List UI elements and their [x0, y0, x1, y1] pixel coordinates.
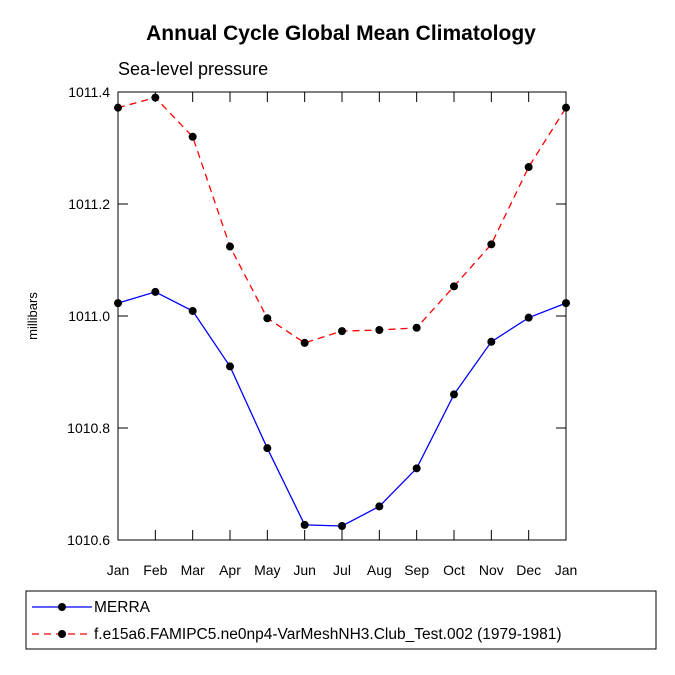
series-1-point — [375, 502, 384, 511]
series-2-point — [524, 163, 533, 172]
y-axis-label: millibars — [25, 292, 40, 340]
series-1-point — [487, 337, 496, 346]
series-1-point — [524, 313, 533, 322]
chart-title: Annual Cycle Global Mean Climatology — [146, 22, 536, 45]
series-1-point — [263, 444, 272, 453]
x-tick-label: Nov — [479, 562, 504, 578]
x-tick-label: Jan — [555, 562, 578, 578]
series-2-point — [562, 103, 570, 112]
legend-marker-2 — [58, 630, 66, 638]
x-tick-label: Feb — [143, 562, 167, 578]
series-1-point — [114, 299, 122, 308]
legend-label-2: f.e15a6.FAMIPC5.ne0np4-VarMeshNH3.Club_T… — [94, 626, 562, 643]
x-tick-label: Jun — [293, 562, 316, 578]
series-1-point — [338, 522, 346, 530]
series-2-point — [487, 240, 496, 249]
series-1-point — [412, 464, 421, 473]
legend: MERRA f.e15a6.FAMIPC5.ne0np4-VarMeshNH3.C… — [32, 599, 562, 643]
y-tick-label: 1010.6 — [67, 532, 110, 548]
series-line-1 — [117, 291, 567, 527]
x-tick-label: May — [254, 562, 280, 578]
series-1-point — [300, 520, 309, 529]
x-tick-label: Apr — [219, 562, 241, 578]
legend-label-1: MERRA — [94, 599, 151, 616]
x-tick-label: Jul — [333, 562, 351, 578]
legend-box — [25, 590, 657, 650]
y-tick-label: 1010.8 — [67, 420, 110, 436]
x-tick-label: Aug — [367, 562, 392, 578]
x-axis-ticks: Jan Feb Mar Apr May Jun Jul Aug Sep Oct Nov Dec Jan — [107, 92, 578, 578]
series-2-point — [226, 242, 234, 251]
chart-subtitle: Sea-level pressure — [118, 59, 268, 79]
series-2-point — [188, 132, 197, 141]
series-2-point — [375, 326, 384, 334]
series-2-point — [151, 93, 160, 102]
series-1-point — [151, 287, 160, 296]
legend-marker-1 — [58, 603, 66, 611]
x-tick-label: Jan — [107, 562, 130, 578]
series-line-2 — [117, 96, 567, 344]
series-2-point — [338, 327, 346, 336]
series-1-point — [188, 306, 197, 315]
x-tick-label: Sep — [404, 562, 429, 578]
series-2-point — [263, 314, 272, 323]
y-tick-label: 1011.4 — [68, 84, 110, 100]
series-2-point — [412, 323, 421, 332]
series-1-point — [562, 299, 570, 308]
series-layer — [114, 93, 570, 530]
y-tick-label: 1011.2 — [68, 196, 110, 212]
x-tick-label: Oct — [443, 562, 465, 578]
y-axis-ticks: 1010.6 1010.8 1011.0 1011.2 1011.4 — [67, 84, 566, 548]
series-2-point — [300, 338, 309, 347]
series-1-point — [450, 390, 458, 399]
series-2-point — [114, 103, 122, 112]
x-tick-label: Mar — [181, 562, 205, 578]
series-1-point — [226, 362, 234, 371]
y-tick-label: 1011.0 — [68, 308, 110, 324]
series-2-point — [450, 282, 458, 291]
x-tick-label: Dec — [516, 562, 541, 578]
plot-frame — [117, 91, 567, 541]
